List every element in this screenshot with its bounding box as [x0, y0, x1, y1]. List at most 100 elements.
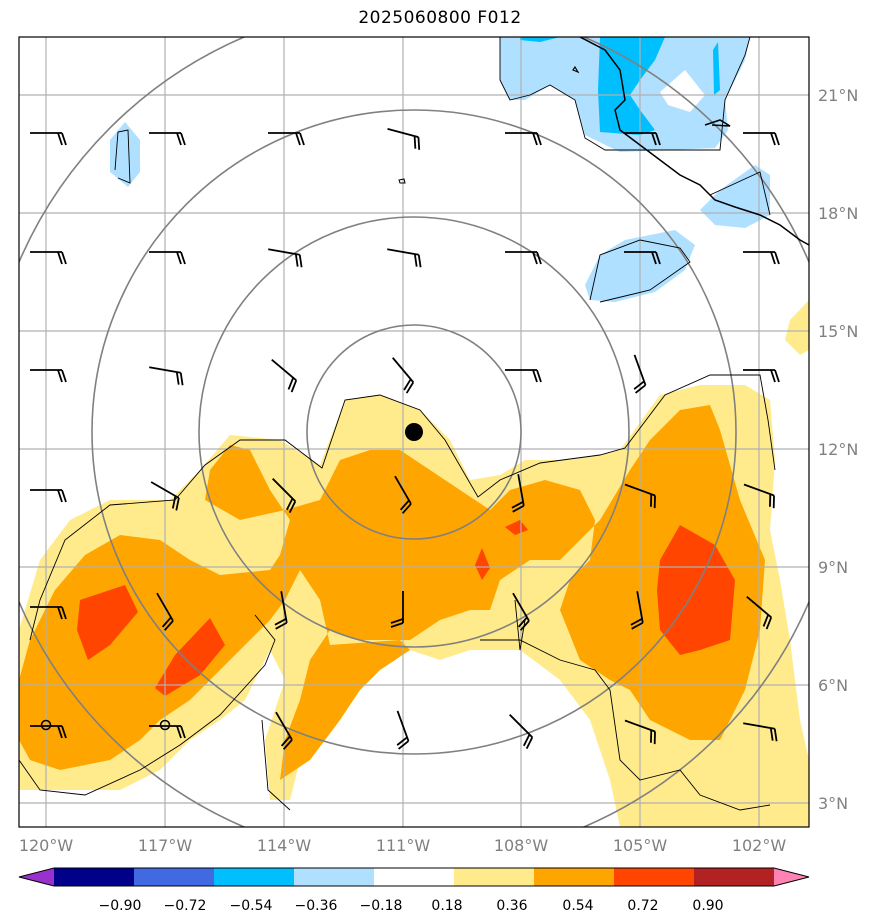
colorbar-tick-label: 0.90	[692, 898, 723, 914]
colorbar-swatch	[134, 868, 215, 886]
map-title: 2025060800 F012	[358, 8, 522, 28]
wind-barb-icon	[512, 592, 530, 631]
colorbar-swatch	[294, 868, 375, 886]
wind-barb-icon	[268, 132, 305, 146]
colorbar-extend-high	[774, 868, 809, 886]
deep-blue-north-2	[520, 37, 560, 42]
wind-barb-icon	[271, 359, 298, 393]
lon-label-120w: 120°W	[19, 836, 74, 855]
wind-barb-icon	[746, 596, 773, 630]
wind-barb-icon	[392, 357, 415, 394]
lon-label-111w: 111°W	[376, 836, 431, 855]
colorbar-outline	[18, 867, 810, 887]
red-orange-center-2	[505, 520, 528, 535]
wind-barb-icon	[30, 606, 67, 620]
wind-barb-icon	[275, 711, 293, 750]
colorbar-tick-label: −0.36	[295, 898, 338, 914]
wind-barb-icon	[387, 248, 422, 268]
wind-barb-icon	[30, 251, 67, 265]
colorbar-swatch	[54, 868, 135, 886]
lat-label-18n: 18°N	[818, 204, 858, 223]
wind-barb-icon	[149, 132, 186, 146]
wind-barb-icon	[624, 719, 656, 745]
colorbar	[18, 867, 810, 887]
colorbar-tick-label: 0.72	[627, 898, 658, 914]
wind-barb-icon	[743, 251, 780, 265]
orange-region	[19, 405, 765, 780]
wind-barb-icon	[149, 366, 184, 386]
wind-barb-icon	[30, 489, 67, 503]
wind-barb-icon	[505, 369, 542, 383]
wind-barb-icon	[505, 251, 542, 265]
map-frame	[18, 36, 810, 828]
wind-barbs	[30, 127, 780, 750]
lon-label-114w: 114°W	[257, 836, 312, 855]
lon-label-102w: 102°W	[732, 836, 787, 855]
wind-barb-icon	[272, 478, 297, 514]
wind-barb-icon	[268, 248, 303, 268]
wind-barb-icon	[30, 132, 67, 146]
small-ring-marker	[159, 719, 171, 731]
wind-barb-icon	[149, 725, 186, 739]
lat-label-9n: 9°N	[818, 558, 848, 577]
wind-barb-icon	[505, 132, 542, 146]
lat-label-21n: 21°N	[818, 86, 858, 105]
wind-barb-icon	[390, 591, 404, 628]
map-content	[19, 37, 809, 827]
colorbar-tick-label: −0.72	[164, 898, 207, 914]
wind-barb-icon	[630, 591, 644, 630]
wind-barb-icon	[511, 474, 525, 513]
deep-blue-strip	[713, 42, 720, 95]
lon-label-108w: 108°W	[494, 836, 549, 855]
colorbar-swatch	[614, 868, 695, 886]
wind-barb-icon	[624, 251, 661, 265]
wind-barb-icon	[743, 483, 775, 509]
colorbar-swatch	[454, 868, 535, 886]
wind-barb-icon	[150, 481, 180, 511]
wind-barb-icon	[509, 714, 534, 750]
colorbar-swatch	[374, 868, 455, 886]
colorbar-swatch	[214, 868, 295, 886]
colorbar-tick-labels: −0.90 −0.72 −0.54 −0.36 −0.18 0.18 0.36 …	[99, 898, 724, 914]
lon-gridlines	[45, 37, 760, 827]
white-hole-north	[660, 70, 705, 112]
red-orange-west-2	[155, 618, 225, 696]
colorbar-swatch	[534, 868, 615, 886]
storm-center-dot-icon	[405, 423, 423, 441]
wind-barb-icon	[30, 725, 67, 739]
wind-barb-icon	[396, 710, 410, 750]
wind-barb-icon	[30, 369, 67, 383]
lat-label-15n: 15°N	[818, 322, 858, 341]
wind-barb-icon	[149, 251, 186, 265]
colorbar-extend-low	[19, 868, 54, 886]
red-orange-east	[657, 525, 735, 655]
lat-label-6n: 6°N	[818, 676, 848, 695]
lat-gridlines	[19, 94, 809, 804]
colorbar-tick-label: 0.36	[496, 898, 527, 914]
wind-barb-icon	[743, 722, 778, 742]
coastline-2	[704, 119, 731, 127]
coastline	[579, 37, 809, 246]
wind-barb-icon	[387, 127, 421, 150]
small-ring-marker	[40, 719, 52, 731]
wind-barb-icon	[633, 354, 647, 394]
wind-barb-icon	[743, 369, 780, 383]
range-rings	[19, 37, 809, 827]
wind-barb-icon	[624, 132, 661, 146]
wind-barb-icon	[156, 592, 174, 631]
wind-barb-icon	[394, 475, 412, 514]
contour-lines	[19, 37, 776, 811]
colorbar-tick-label: −0.18	[360, 898, 403, 914]
lon-label-105w: 105°W	[613, 836, 668, 855]
colorbar-tick-label: 0.54	[562, 898, 593, 914]
red-orange-center-1	[475, 548, 490, 580]
coastline-3	[572, 65, 580, 74]
wind-barb-icon	[743, 132, 780, 146]
lat-label-3n: 3°N	[818, 794, 848, 813]
red-orange-west-1	[77, 585, 138, 660]
lat-label-12n: 12°N	[818, 440, 858, 459]
colorbar-tick-label: 0.18	[431, 898, 462, 914]
wind-barb-icon	[624, 483, 656, 509]
colorbar-tick-label: −0.54	[230, 898, 273, 914]
